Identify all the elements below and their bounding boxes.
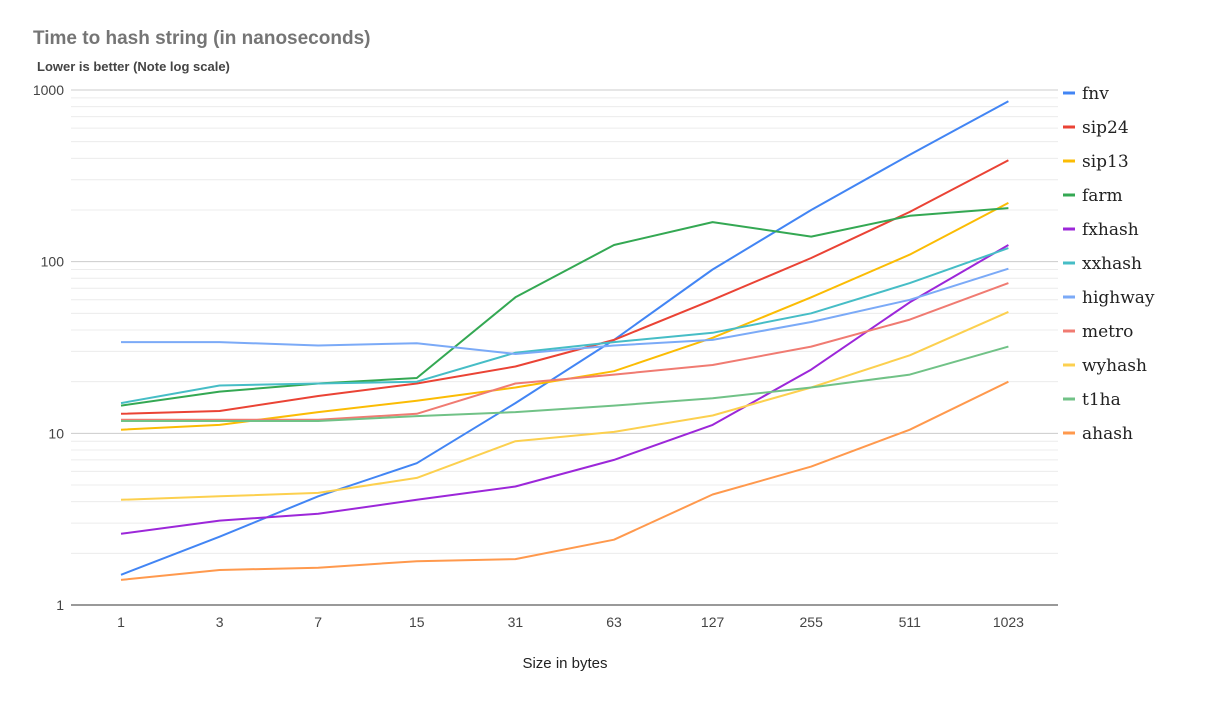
series-line-fnv [120,100,1009,576]
series-line-sip13 [120,202,1009,431]
legend-label-fxhash: fxhash [1082,220,1139,240]
legend-label-metro: metro [1082,322,1133,342]
series-line-sip24 [120,159,1009,415]
y-tick-label: 10 [48,425,64,441]
y-tick-label: 1000 [33,82,64,98]
series-line-fxhash [120,244,1009,535]
y-tick-label: 100 [41,254,65,270]
x-tick-label: 127 [701,614,725,630]
y-tick-label: 1 [56,597,64,613]
axes: 1 10 100 1000 1 3 7 15 31 63 127 255 511 1023 [33,82,1024,630]
series-lines [120,100,1009,581]
x-axis-label: Size in bytes [522,655,607,672]
legend-label-farm: farm [1082,186,1123,206]
x-tick-label: 1 [117,614,125,630]
legend-label-xxhash: xxhash [1082,254,1142,274]
x-tick-label: 15 [409,614,425,630]
x-tick-label: 63 [606,614,622,630]
x-tick-label: 3 [216,614,224,630]
legend: fnv sip24 sip13 farm fxhash xxhash highway metr… [1063,84,1155,444]
legend-label-t1ha: t1ha [1082,390,1121,410]
series-line-ahash [120,380,1009,581]
chart-title: Time to hash string (in nanoseconds) [33,28,371,49]
legend-label-sip24: sip24 [1082,118,1129,138]
series-line-xxhash [120,247,1009,405]
legend-label-highway: highway [1082,288,1155,308]
series-line-highway [121,267,1009,355]
legend-label-ahash: ahash [1082,424,1133,444]
x-tick-label: 1023 [993,614,1024,630]
grid [71,89,1058,606]
chart-subtitle: Lower is better (Note log scale) [37,59,230,74]
series-line-t1ha [121,345,1009,422]
legend-label-wyhash: wyhash [1082,356,1147,376]
x-tick-label: 31 [508,614,524,630]
series-line-farm [120,207,1009,407]
legend-label-fnv: fnv [1082,84,1109,104]
x-tick-label: 255 [800,614,824,630]
x-tick-label: 7 [314,614,322,630]
legend-label-sip13: sip13 [1082,152,1129,172]
series-line-metro [121,282,1009,421]
x-tick-label: 511 [899,614,922,630]
series-line-wyhash [120,310,1009,501]
